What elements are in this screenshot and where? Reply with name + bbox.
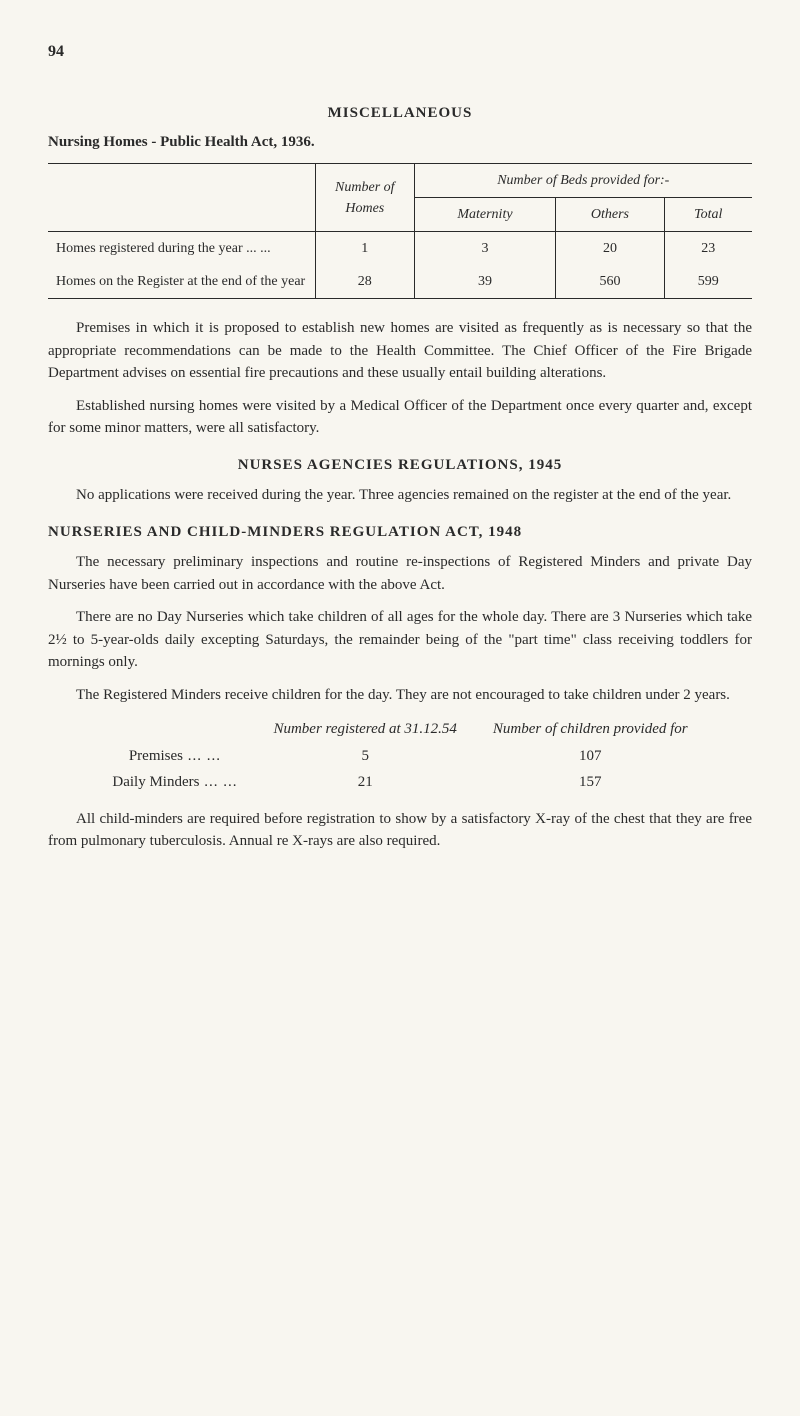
- cell-maternity: 39: [414, 265, 556, 299]
- paragraph: There are no Day Nurseries which take ch…: [48, 606, 752, 674]
- cell-total: 599: [664, 265, 752, 299]
- leader-dots: [183, 748, 221, 764]
- mini-row-label: Daily Minders: [112, 774, 199, 790]
- cell-homes: 28: [316, 265, 415, 299]
- col-sub-total: Total: [664, 198, 752, 232]
- table-row: Daily Minders 21 157: [94, 769, 705, 796]
- cell-others: 560: [556, 265, 664, 299]
- cell-homes: 1: [316, 232, 415, 266]
- table-row: Premises 5 107: [94, 743, 705, 770]
- minders-table: Number registered at 31.12.54 Number of …: [94, 716, 705, 796]
- col-header-beds: Number of Beds provided for:-: [414, 164, 752, 198]
- paragraph: The necessary preliminary inspections an…: [48, 551, 752, 596]
- mini-row-label: Premises: [129, 748, 183, 764]
- nursing-homes-table: Number of Homes Number of Beds provided …: [48, 163, 752, 299]
- heading-nurses-agencies: NURSES AGENCIES REGULATIONS, 1945: [48, 454, 752, 477]
- col-sub-maternity: Maternity: [414, 198, 556, 232]
- row-label: Homes on the Register at the end of the …: [48, 265, 316, 299]
- row-label: Homes registered during the year ... ...: [48, 232, 316, 266]
- heading-nurseries: NURSERIES AND CHILD-MINDERS REGULATION A…: [48, 521, 752, 544]
- table-row: Homes registered during the year ... ...…: [48, 232, 752, 266]
- mini-header-children: Number of children provided for: [475, 716, 706, 743]
- col-sub-others: Others: [556, 198, 664, 232]
- col-header-homes: Number of Homes: [316, 164, 415, 232]
- heading-nursing-homes: Nursing Homes - Public Health Act, 1936.: [48, 131, 752, 154]
- paragraph: All child-minders are required before re…: [48, 808, 752, 853]
- leader-dots: [199, 774, 237, 790]
- table-row: Homes on the Register at the end of the …: [48, 265, 752, 299]
- mini-cell-registered: 21: [255, 769, 474, 796]
- paragraph: Premises in which it is proposed to esta…: [48, 317, 752, 385]
- paragraph: No applications were received during the…: [48, 484, 752, 507]
- heading-miscellaneous: MISCELLANEOUS: [48, 102, 752, 125]
- cell-others: 20: [556, 232, 664, 266]
- mini-cell-children: 157: [475, 769, 706, 796]
- mini-cell-children: 107: [475, 743, 706, 770]
- paragraph: Established nursing homes were visited b…: [48, 395, 752, 440]
- mini-header-registered: Number registered at 31.12.54: [255, 716, 474, 743]
- page-number: 94: [48, 40, 752, 64]
- cell-total: 23: [664, 232, 752, 266]
- mini-cell-registered: 5: [255, 743, 474, 770]
- cell-maternity: 3: [414, 232, 556, 266]
- paragraph: The Registered Minders receive children …: [48, 684, 752, 707]
